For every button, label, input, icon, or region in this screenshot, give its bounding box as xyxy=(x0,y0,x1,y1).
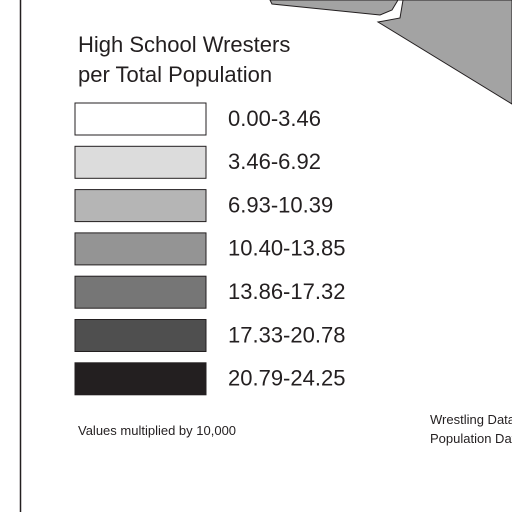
legend-label: 3.46-6.92 xyxy=(228,149,321,174)
legend-label: 6.93-10.39 xyxy=(228,192,333,217)
source-text: Population Data xyxy=(430,431,512,446)
legend-swatch xyxy=(74,275,207,309)
region-shape xyxy=(269,0,512,105)
legend-title: High School Wresters xyxy=(78,32,290,57)
legend-title: per Total Population xyxy=(78,62,272,87)
legend-swatch xyxy=(74,232,207,266)
legend-label: 0.00-3.46 xyxy=(228,106,321,131)
legend-label: 13.86-17.32 xyxy=(228,279,345,304)
legend-note: Values multiplied by 10,000 xyxy=(78,423,236,438)
legend-swatch xyxy=(74,189,207,223)
legend-swatch xyxy=(74,362,207,396)
legend-label: 17.33-20.78 xyxy=(228,322,345,347)
legend-swatch xyxy=(74,319,207,352)
legend-swatch xyxy=(74,145,207,179)
legend-label: 20.79-24.25 xyxy=(228,366,345,391)
legend-label: 10.40-13.85 xyxy=(228,236,345,261)
legend: High School Wresters per Total Populatio… xyxy=(74,32,345,396)
source-text: Wrestling Data xyxy=(430,412,512,427)
legend-swatch xyxy=(74,102,207,136)
